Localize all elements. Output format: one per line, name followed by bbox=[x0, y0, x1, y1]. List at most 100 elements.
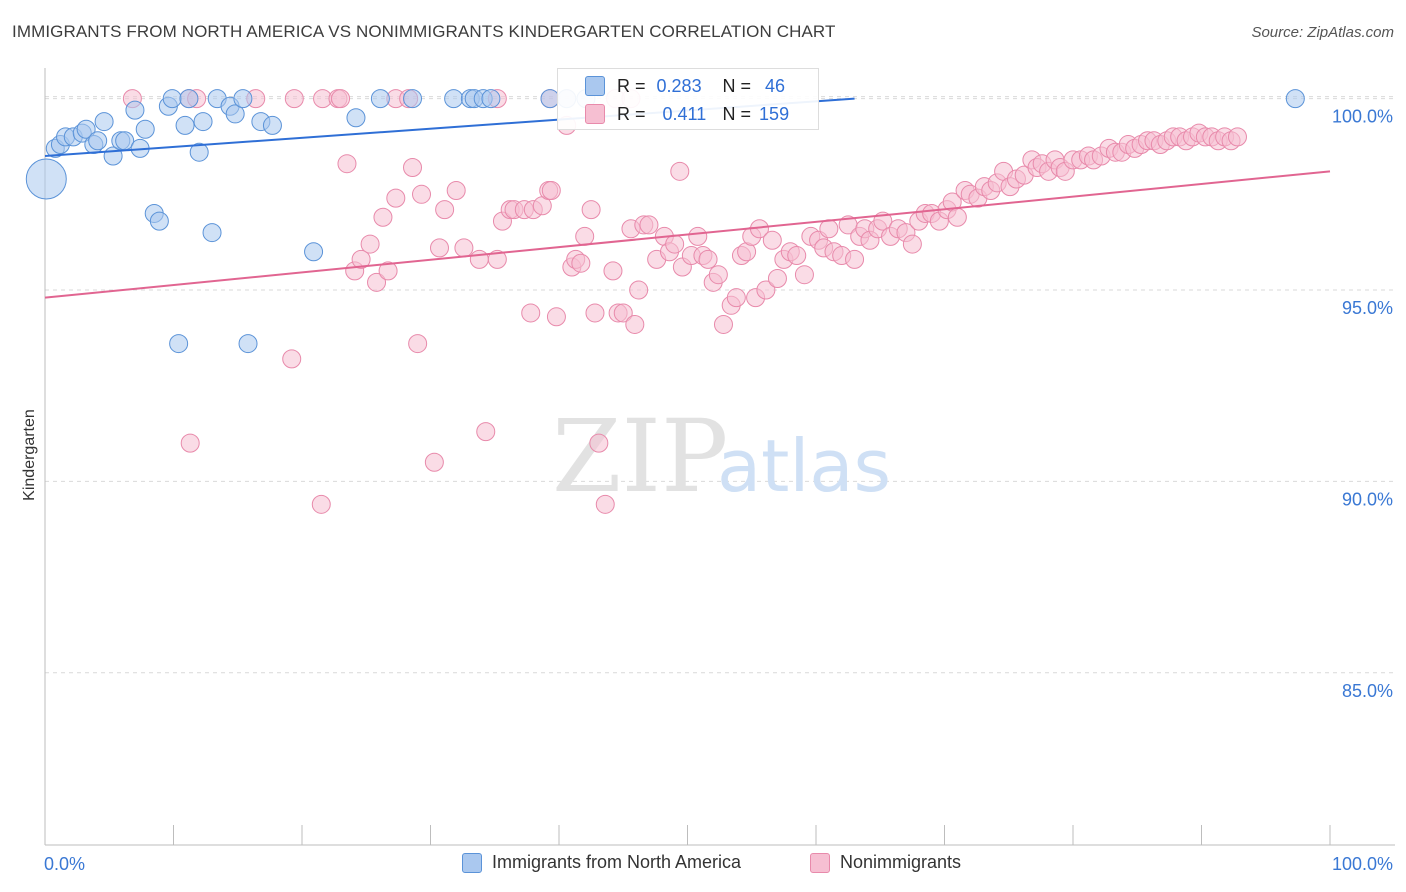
pink-point-7 bbox=[331, 89, 351, 109]
blue-point-21 bbox=[175, 115, 195, 135]
legend-item-nonimmigrants[interactable]: Nonimmigrants bbox=[810, 852, 961, 873]
pink-point-60 bbox=[625, 314, 645, 334]
blue-point-29 bbox=[233, 89, 253, 109]
pink-trendline bbox=[44, 170, 1331, 299]
pink-point-55 bbox=[595, 494, 615, 514]
pink-point-4 bbox=[284, 89, 304, 109]
pink-swatch bbox=[585, 104, 605, 124]
blue-point-37 bbox=[444, 89, 464, 109]
pink-point-23 bbox=[373, 207, 393, 227]
grid-lines bbox=[45, 96, 1395, 674]
blue-point-6 bbox=[76, 119, 96, 139]
stats-row-pink: R = 0.411 N = 159 bbox=[558, 101, 789, 127]
y-tick-label-1: 95.0% bbox=[1342, 298, 1393, 318]
blue-point-30 bbox=[238, 334, 258, 354]
pink-point-35 bbox=[476, 422, 496, 442]
nonimmigrants-points bbox=[122, 89, 1247, 514]
pink-point-54 bbox=[589, 433, 609, 453]
pink-point-36 bbox=[487, 249, 507, 269]
immigrants-points bbox=[25, 89, 1305, 354]
blue-n-label: N = bbox=[722, 75, 752, 96]
chart-title: IMMIGRANTS FROM NORTH AMERICA VS NONIMMI… bbox=[12, 22, 836, 41]
pink-point-51 bbox=[575, 226, 595, 246]
blue-point-13 bbox=[125, 100, 145, 120]
pink-point-33 bbox=[454, 238, 474, 258]
pink-point-58 bbox=[613, 303, 633, 323]
blue-point-32 bbox=[262, 115, 282, 135]
y-tick-label-0: 100.0% bbox=[1332, 107, 1393, 127]
pink-point-25 bbox=[386, 188, 406, 208]
pink-point-157 bbox=[1227, 127, 1247, 147]
pink-point-22 bbox=[367, 272, 387, 292]
pink-point-16 bbox=[282, 349, 302, 369]
blue-point-36 bbox=[403, 89, 423, 109]
pink-point-84 bbox=[756, 280, 776, 300]
legend: Immigrants from North America Nonimmigra… bbox=[0, 850, 1406, 880]
legend-swatch-pink bbox=[810, 852, 830, 873]
blue-point-24 bbox=[193, 112, 213, 132]
blue-point-33 bbox=[304, 242, 324, 262]
pink-r-label: R = bbox=[617, 103, 646, 124]
y-axis-label: Kindergarten bbox=[21, 409, 38, 501]
pink-point-29 bbox=[424, 452, 444, 472]
pink-point-17 bbox=[311, 494, 331, 514]
pink-point-24 bbox=[378, 261, 398, 281]
blue-point-9 bbox=[94, 112, 114, 132]
stats-row-blue: R = 0.283 N = 46 bbox=[558, 73, 785, 99]
blue-n-value: 46 bbox=[765, 75, 786, 96]
pink-point-53 bbox=[585, 303, 605, 323]
blue-r-value: 0.283 bbox=[656, 75, 702, 96]
blue-point-34 bbox=[346, 108, 366, 128]
pink-point-94 bbox=[819, 219, 839, 239]
legend-item-immigrants[interactable]: Immigrants from North America bbox=[462, 852, 741, 873]
legend-label-nonimmigrants: Nonimmigrants bbox=[840, 852, 962, 872]
pink-point-20 bbox=[351, 249, 371, 269]
pink-n-value: 159 bbox=[759, 103, 790, 124]
blue-point-0 bbox=[25, 158, 67, 200]
pink-point-68 bbox=[670, 161, 690, 181]
pink-point-15 bbox=[180, 433, 200, 453]
pink-point-73 bbox=[698, 249, 718, 269]
pink-point-50 bbox=[571, 253, 591, 273]
watermark: ZIP atlas bbox=[552, 398, 891, 515]
pink-r-value: 0.411 bbox=[662, 103, 707, 124]
pink-point-86 bbox=[767, 269, 787, 289]
y-tick-label-2: 90.0% bbox=[1342, 489, 1393, 509]
watermark-zip: ZIP bbox=[552, 398, 728, 515]
pink-point-41 bbox=[521, 303, 541, 323]
pink-point-90 bbox=[794, 265, 814, 285]
pink-point-85 bbox=[762, 230, 782, 250]
pink-point-34 bbox=[469, 249, 489, 269]
pink-point-52 bbox=[581, 200, 601, 220]
pink-point-56 bbox=[603, 261, 623, 281]
tick-labels: 100.0% 95.0% 90.0% 85.0% 0.0% 100.0% bbox=[44, 107, 1393, 874]
stats-box: R = 0.283 N = 46 R = 0.411 N = 159 bbox=[557, 68, 819, 130]
pink-point-76 bbox=[713, 314, 733, 334]
x-tick-label-left: 0.0% bbox=[44, 854, 85, 874]
blue-point-15 bbox=[135, 119, 155, 139]
legend-label-immigrants: Immigrants from North America bbox=[492, 852, 742, 872]
pink-point-46 bbox=[546, 307, 566, 327]
pink-point-114 bbox=[947, 207, 967, 227]
pink-point-67 bbox=[665, 234, 685, 254]
pink-point-107 bbox=[902, 234, 922, 254]
watermark-atlas: atlas bbox=[717, 424, 891, 508]
blue-point-23 bbox=[189, 142, 209, 162]
pink-point-30 bbox=[429, 238, 449, 258]
pink-point-28 bbox=[412, 184, 432, 204]
pink-point-71 bbox=[688, 226, 708, 246]
pink-point-78 bbox=[726, 288, 746, 308]
pink-point-45 bbox=[541, 180, 561, 200]
pink-point-75 bbox=[708, 265, 728, 285]
pink-n-label: N = bbox=[722, 103, 752, 124]
blue-point-22 bbox=[179, 89, 199, 109]
blue-point-28 bbox=[225, 104, 245, 124]
x-tick-label-right: 100.0% bbox=[1332, 854, 1393, 874]
blue-point-20 bbox=[169, 334, 189, 354]
legend-swatch-blue bbox=[462, 852, 482, 873]
pink-point-61 bbox=[629, 280, 649, 300]
blue-point-8 bbox=[88, 131, 108, 151]
pink-point-89 bbox=[787, 246, 807, 266]
pink-point-26 bbox=[403, 158, 423, 178]
